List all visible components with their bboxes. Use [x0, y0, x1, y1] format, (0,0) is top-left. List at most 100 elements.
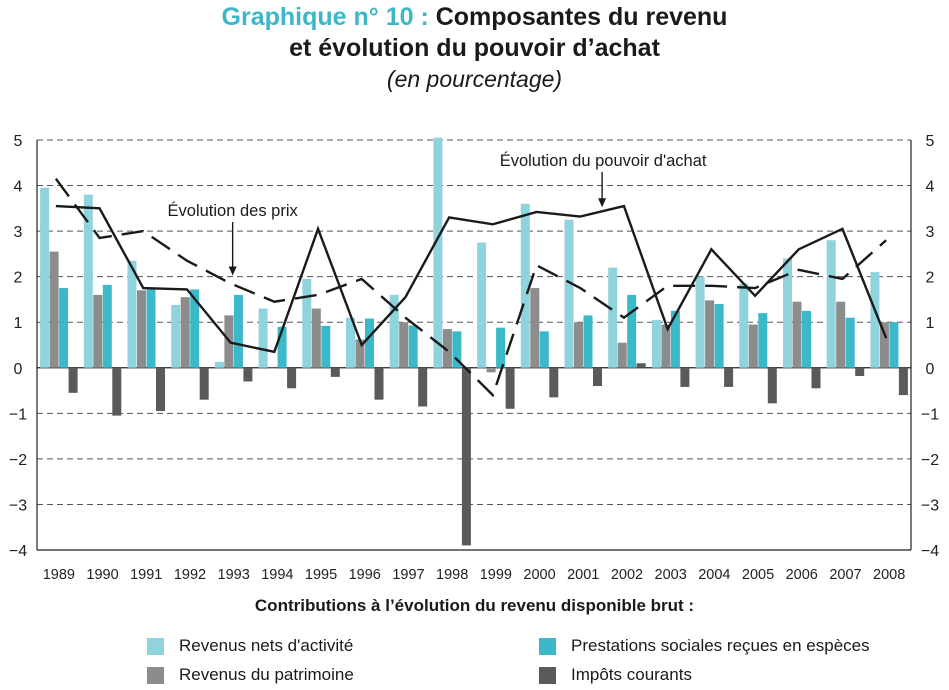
- y-tick-label-left: −1: [9, 406, 27, 423]
- legend-swatch: [147, 666, 164, 684]
- annotation-evolution-prix: Évolution des prix: [168, 201, 299, 220]
- bar-prestations-sociales-re-ues-en-esp-ces: [365, 318, 374, 368]
- bar-revenus-du-patrimoine: [617, 342, 627, 368]
- bar-revenus-nets-d-activit-: [739, 283, 749, 368]
- y-tick-label-right: −1: [921, 406, 939, 423]
- y-tick-label-right: −4: [921, 543, 939, 560]
- bar-revenus-nets-d-activit-: [127, 260, 137, 368]
- y-tick-label-left: 1: [14, 315, 23, 332]
- legend-label: Revenus nets d'activité: [179, 636, 354, 655]
- bar-revenus-du-patrimoine: [399, 322, 409, 368]
- legend-label: Revenus du patrimoine: [179, 665, 354, 684]
- bar-revenus-nets-d-activit-: [870, 272, 880, 368]
- y-tick-label-left: 5: [14, 133, 23, 150]
- legend-label: Prestations sociales reçues en espèces: [571, 636, 870, 655]
- y-tick-label-left: −4: [9, 543, 27, 560]
- bar-revenus-nets-d-activit-: [83, 194, 93, 368]
- line-evolution-prix: [54, 178, 887, 398]
- bar-revenus-du-patrimoine: [49, 251, 59, 368]
- x-tick-label: 1989: [43, 567, 75, 583]
- y-tick-label-left: −3: [9, 497, 27, 514]
- x-tick-label: 1991: [130, 567, 162, 583]
- x-tick-label: 2004: [698, 567, 730, 583]
- x-tick-label: 2000: [523, 567, 555, 583]
- x-tick-label: 1990: [86, 567, 118, 583]
- bar-imp-ts-courants: [855, 367, 865, 376]
- bar-revenus-nets-d-activit-: [433, 137, 443, 368]
- bar-imp-ts-courants: [461, 367, 471, 546]
- bar-revenus-du-patrimoine: [879, 322, 889, 368]
- x-tick-label: 2005: [742, 567, 774, 583]
- x-tick-label: 1993: [218, 567, 250, 583]
- bar-prestations-sociales-re-ues-en-esp-ces: [233, 294, 243, 368]
- chart-title-line2: et évolution du pouvoir d’achat: [289, 34, 660, 62]
- x-tick-label: 1998: [436, 567, 468, 583]
- x-tick-label: 1996: [349, 567, 381, 583]
- bar-revenus-nets-d-activit-: [826, 240, 836, 368]
- bar-prestations-sociales-re-ues-en-esp-ces: [627, 294, 637, 368]
- bar-prestations-sociales-re-ues-en-esp-ces: [758, 313, 768, 368]
- bar-imp-ts-courants: [243, 367, 253, 382]
- bar-revenus-du-patrimoine: [661, 324, 671, 368]
- x-tick-label: 2008: [873, 567, 905, 583]
- y-tick-label-left: −2: [9, 452, 27, 469]
- annotation-arrow-head: [228, 266, 237, 276]
- bar-revenus-du-patrimoine: [93, 294, 103, 368]
- bar-revenus-nets-d-activit-: [695, 276, 705, 368]
- y-tick-label-right: 5: [926, 133, 935, 150]
- bar-imp-ts-courants: [636, 363, 646, 368]
- x-tick-label: 1995: [305, 567, 337, 583]
- bar-revenus-nets-d-activit-: [651, 319, 661, 368]
- chart-number: Graphique n° 10 :: [221, 3, 429, 31]
- bar-prestations-sociales-re-ues-en-esp-ces: [889, 322, 899, 368]
- y-tick-label-left: 0: [14, 361, 23, 378]
- legend-item-revenus-patrimoine: Revenus du patrimoine: [147, 665, 354, 685]
- x-tick-label: 1997: [392, 567, 424, 583]
- bar-prestations-sociales-re-ues-en-esp-ces: [190, 289, 200, 368]
- bar-imp-ts-courants: [112, 367, 122, 416]
- x-tick-label: 1992: [174, 567, 206, 583]
- x-tick-label: 2002: [611, 567, 643, 583]
- chart: −4 −4 −3 −3 −2 −2 −1 −1 0 0 1 1 2 2 3 3 4 4 5 5 1989 1990 1991…: [9, 133, 939, 583]
- bar-prestations-sociales-re-ues-en-esp-ces: [102, 284, 112, 368]
- legend-item-prestations-sociales: Prestations sociales reçues en espèces: [539, 636, 870, 656]
- x-tick-label: 2003: [655, 567, 687, 583]
- x-tick-label: 2001: [567, 567, 599, 583]
- bar-imp-ts-courants: [767, 367, 777, 404]
- legend-item-impots-courants: Impôts courants: [539, 665, 692, 685]
- y-tick-label-left: 3: [14, 224, 23, 241]
- bar-revenus-du-patrimoine: [442, 329, 452, 368]
- bar-imp-ts-courants: [898, 367, 908, 396]
- legend-swatch: [539, 637, 556, 655]
- bar-revenus-nets-d-activit-: [171, 304, 181, 368]
- annotation-pouvoir-achat: Évolution du pouvoir d'achat: [500, 151, 707, 170]
- bar-imp-ts-courants: [724, 367, 734, 387]
- bar-imp-ts-courants: [68, 367, 78, 393]
- bar-imp-ts-courants: [156, 367, 165, 412]
- bar-revenus-du-patrimoine: [311, 308, 321, 368]
- bar-imp-ts-courants: [287, 367, 297, 389]
- legend-title: Contributions à l’évolution du revenu di…: [254, 596, 695, 615]
- bar-revenus-du-patrimoine: [748, 324, 758, 368]
- legend-swatch: [539, 666, 556, 684]
- bar-prestations-sociales-re-ues-en-esp-ces: [277, 326, 287, 368]
- bar-prestations-sociales-re-ues-en-esp-ces: [802, 310, 811, 368]
- bar-revenus-nets-d-activit-: [389, 294, 399, 368]
- bar-revenus-nets-d-activit-: [40, 187, 50, 368]
- bar-revenus-du-patrimoine: [355, 339, 365, 368]
- x-tick-label: 1999: [480, 567, 512, 583]
- legend-item-revenus-activite: Revenus nets d'activité: [147, 636, 353, 656]
- y-tick-label-right: 1: [926, 315, 935, 332]
- chart-title-block: Graphique n° 10 : Composantes du revenu …: [0, 2, 949, 94]
- y-tick-label-right: 4: [926, 179, 935, 196]
- bar-imp-ts-courants: [593, 367, 602, 386]
- x-tick-label: 2007: [829, 567, 861, 583]
- y-tick-label-right: 2: [926, 270, 935, 287]
- bar-imp-ts-courants: [505, 367, 515, 409]
- bar-prestations-sociales-re-ues-en-esp-ces: [845, 317, 855, 368]
- bar-prestations-sociales-re-ues-en-esp-ces: [452, 331, 462, 368]
- bar-revenus-nets-d-activit-: [346, 317, 355, 368]
- y-tick-label-left: 4: [14, 179, 23, 196]
- legend-label: Impôts courants: [571, 665, 692, 684]
- bar-prestations-sociales-re-ues-en-esp-ces: [670, 310, 680, 368]
